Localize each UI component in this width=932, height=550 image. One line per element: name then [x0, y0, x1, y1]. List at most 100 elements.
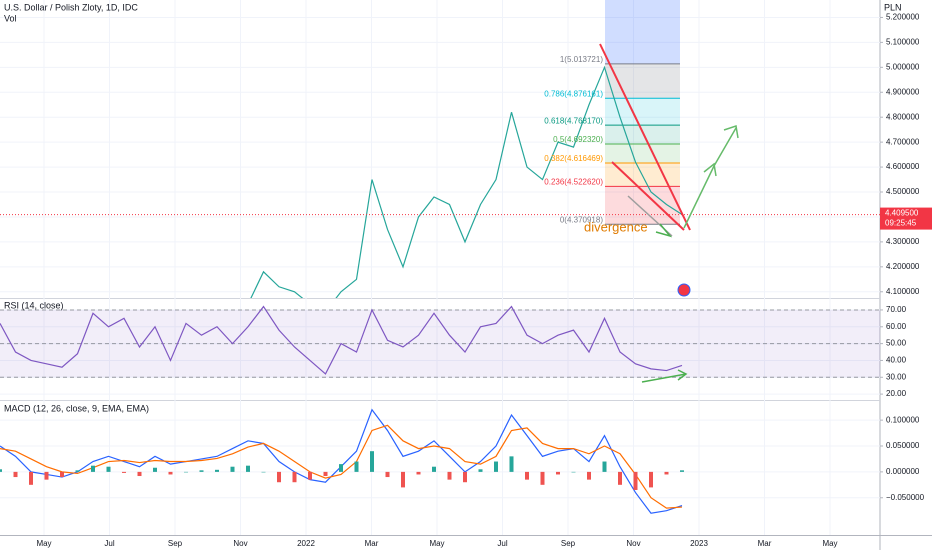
series-line: [0, 305, 683, 375]
histogram-bar: [509, 456, 514, 472]
fib-label: 0.382(4.616469): [544, 154, 603, 163]
last-price-box: [880, 207, 932, 230]
x-tick-label: Sep: [168, 539, 183, 548]
y-tick-label: 0.050000: [886, 441, 920, 450]
y-tick-label: 4.600000: [886, 162, 920, 171]
histogram-bar: [401, 471, 405, 488]
histogram-bar: [230, 466, 235, 472]
last-price: 4.409500: [885, 209, 919, 218]
y-tick-label: 40.00: [886, 356, 907, 365]
x-tick-label: May: [36, 539, 51, 548]
trend-line: [599, 43, 691, 231]
trend-line: [611, 161, 685, 231]
histogram-bar: [308, 471, 312, 480]
x-tick-label: Mar: [758, 539, 772, 548]
histogram-bar: [556, 471, 560, 475]
series-line: [0, 424, 683, 509]
countdown: 09:25:45: [885, 219, 917, 228]
histogram-bar: [633, 471, 638, 490]
histogram-bar: [153, 467, 157, 472]
y-tick-label: 20.00: [886, 389, 907, 398]
histogram-bar: [215, 469, 219, 472]
histogram-bar: [184, 471, 188, 473]
histogram-bar: [525, 471, 529, 480]
x-tick-label: 2023: [690, 539, 708, 548]
event-flag[interactable]: [677, 283, 691, 297]
histogram-bar: [75, 470, 80, 472]
volume-label: Vol: [4, 13, 17, 23]
macd-title: MACD (12, 26, close, 9, EMA, EMA): [4, 403, 149, 413]
histogram-bar: [494, 461, 498, 472]
histogram-bar: [277, 471, 281, 483]
histogram-bar: [680, 470, 684, 472]
histogram-bar: [60, 471, 64, 478]
x-tick-label: Jul: [104, 539, 114, 548]
histogram-bar: [540, 471, 545, 485]
drawings: [599, 43, 739, 383]
histogram-bar: [122, 471, 126, 473]
histogram-bar: [447, 471, 452, 480]
y-tick-label: 60.00: [886, 322, 907, 331]
x-tick-label: 2022: [297, 539, 315, 548]
histogram-bar: [463, 471, 467, 483]
annotation: divergence: [584, 219, 648, 234]
fib-label: 0.618(4.768170): [544, 116, 603, 125]
pane: [0, 305, 880, 395]
x-tick-label: Nov: [626, 539, 640, 548]
histogram-bar: [432, 466, 436, 472]
chart-title: U.S. Dollar / Polish Zloty, 1D, IDC: [4, 2, 138, 12]
fib-band: [605, 98, 680, 126]
series-line: [250, 65, 683, 298]
fib-label: 0.786(4.876161): [544, 89, 603, 98]
y-tick-label: 70.00: [886, 305, 907, 314]
y-tick-label: 0.100000: [886, 415, 920, 424]
fib-band: [605, 144, 680, 163]
histogram-bar: [137, 471, 142, 477]
fib-label: 0(4.370918): [560, 215, 603, 224]
y-tick-label: 5.100000: [886, 38, 920, 47]
histogram-bar: [29, 471, 33, 485]
histogram-bar: [91, 465, 95, 472]
arrow: [655, 223, 673, 238]
histogram-bar: [649, 471, 653, 488]
fib-label: 1(5.013721): [560, 55, 603, 64]
x-tick-label: Mar: [365, 539, 379, 548]
histogram-bar: [199, 470, 204, 472]
y-tick-label: −0.050000: [886, 493, 925, 502]
histogram-bar: [292, 471, 297, 483]
rsi-title: RSI (14, close): [4, 300, 64, 310]
fib-band: [605, 125, 680, 145]
y-tick-label: 5.000000: [886, 62, 920, 71]
y-tick-label: 50.00: [886, 339, 907, 348]
histogram-bar: [106, 466, 111, 472]
x-tick-label: Jul: [497, 539, 507, 548]
currency: PLN: [884, 2, 902, 12]
histogram-bar: [664, 471, 669, 475]
x-tick-label: May: [822, 539, 837, 548]
histogram-bar: [618, 471, 622, 485]
histogram-bar: [13, 471, 18, 478]
histogram-bar: [370, 451, 374, 472]
x-tick-label: Sep: [561, 539, 576, 548]
y-tick-label: 4.300000: [886, 237, 920, 246]
histogram-bar: [385, 471, 390, 478]
divergence-line: [641, 373, 687, 383]
y-tick-label: 30.00: [886, 372, 907, 381]
arrow-head: [677, 369, 688, 381]
y-tick-label: 4.100000: [886, 287, 920, 296]
y-tick-label: 4.900000: [886, 87, 920, 96]
fib-band: [605, 63, 680, 99]
y-tick-label: 4.700000: [886, 137, 920, 146]
fib-label: 0.5(4.692320): [553, 135, 603, 144]
arrow-head: [723, 125, 739, 139]
arrow-head: [703, 162, 717, 177]
y-tick-label: 4.800000: [886, 112, 920, 121]
x-tick-label: Nov: [233, 539, 247, 548]
fib-zone: [605, 0, 680, 64]
histogram-bar: [339, 464, 343, 472]
y-tick-label: 0.000000: [886, 467, 920, 476]
y-tick-label: 4.500000: [886, 187, 920, 196]
fib-label: 0.236(4.522620): [544, 177, 603, 186]
